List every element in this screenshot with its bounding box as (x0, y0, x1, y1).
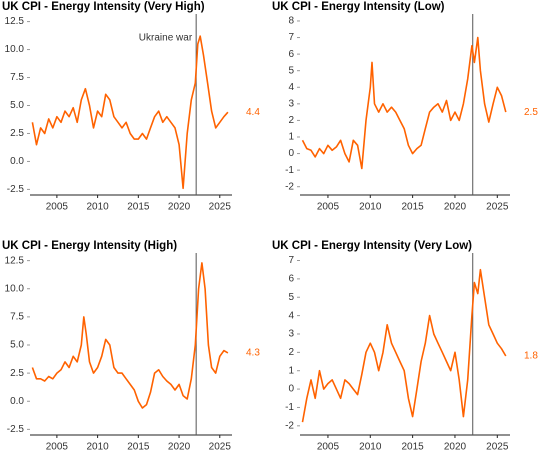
x-tick-label: 2005 (317, 442, 340, 453)
y-tick-label: 6 (288, 274, 294, 285)
line-series (31, 35, 229, 190)
y-tick-label: 1 (288, 132, 294, 143)
y-tick-label: 6 (288, 49, 294, 60)
y-tick-label: -2 (285, 181, 294, 192)
y-tick-label: 3 (288, 329, 294, 340)
y-tick-label: 12.5 (5, 255, 25, 266)
x-tick-label: 2005 (317, 202, 340, 213)
y-tick-label: 10.0 (5, 44, 25, 55)
y-tick-label: -1 (285, 402, 294, 413)
y-tick-label: 2 (288, 115, 294, 126)
y-tick-label: 0.0 (10, 156, 24, 167)
y-tick-label: 8 (288, 16, 294, 27)
y-tick-label: 4 (288, 82, 294, 93)
chart-title: UK CPI - Energy Intensity (Very High) (2, 1, 205, 13)
y-tick-label: 7.5 (10, 312, 24, 323)
chart-title: UK CPI - Energy Intensity (Very Low) (272, 240, 472, 252)
y-tick-label: 5.0 (10, 340, 24, 351)
y-tick-label: 5 (288, 65, 294, 76)
y-tick-label: 10.0 (5, 283, 25, 294)
annotation: Ukraine war (139, 33, 193, 44)
y-tick-label: 1 (288, 365, 294, 376)
y-tick-label: -2 (285, 420, 294, 431)
x-tick-label: 2025 (486, 442, 509, 453)
y-tick-label: -2.5 (7, 184, 25, 195)
x-tick-label: 2020 (444, 442, 467, 453)
y-tick-label: 3 (288, 98, 294, 109)
x-tick-label: 2020 (168, 202, 191, 213)
line-series (31, 262, 229, 409)
y-tick-label: 7 (288, 32, 294, 43)
y-tick-label: 2.5 (10, 128, 24, 139)
x-tick-label: 2025 (209, 442, 232, 453)
y-tick-label: 0.0 (10, 396, 24, 407)
line-series (301, 268, 507, 423)
x-tick-label: 2015 (127, 442, 150, 453)
x-tick-label: 2010 (359, 442, 382, 453)
x-tick-label: 2015 (127, 202, 150, 213)
chart-title: UK CPI - Energy Intensity (High) (2, 240, 177, 252)
x-tick-label: 2025 (486, 202, 509, 213)
y-tick-label: 4 (288, 310, 294, 321)
x-tick-label: 2015 (401, 442, 424, 453)
x-tick-label: 2010 (359, 202, 382, 213)
y-tick-label: 7.5 (10, 72, 24, 83)
y-tick-label: 2 (288, 347, 294, 358)
last-value-label: 2.5 (524, 107, 538, 118)
y-tick-label: -2.5 (7, 424, 25, 435)
line-series (301, 36, 507, 170)
y-tick-label: 5.0 (10, 100, 24, 111)
x-tick-label: 2005 (46, 202, 69, 213)
last-value-label: 4.4 (246, 107, 260, 118)
x-tick-label: 2020 (444, 202, 467, 213)
last-value-label: 4.3 (246, 348, 260, 359)
y-tick-label: -1 (285, 165, 294, 176)
x-tick-label: 2020 (168, 442, 191, 453)
x-tick-label: 2010 (86, 442, 109, 453)
y-tick-label: 0 (288, 384, 294, 395)
x-tick-label: 2005 (46, 442, 69, 453)
y-tick-label: 2.5 (10, 368, 24, 379)
y-tick-label: 12.5 (5, 16, 25, 27)
y-tick-label: 7 (288, 255, 294, 266)
chart-title: UK CPI - Energy Intensity (Low) (272, 1, 445, 13)
y-tick-label: 0 (288, 148, 294, 159)
last-value-label: 1.8 (524, 351, 538, 362)
y-tick-label: 5 (288, 292, 294, 303)
x-tick-label: 2025 (209, 202, 232, 213)
x-tick-label: 2015 (401, 202, 424, 213)
x-tick-label: 2010 (86, 202, 109, 213)
